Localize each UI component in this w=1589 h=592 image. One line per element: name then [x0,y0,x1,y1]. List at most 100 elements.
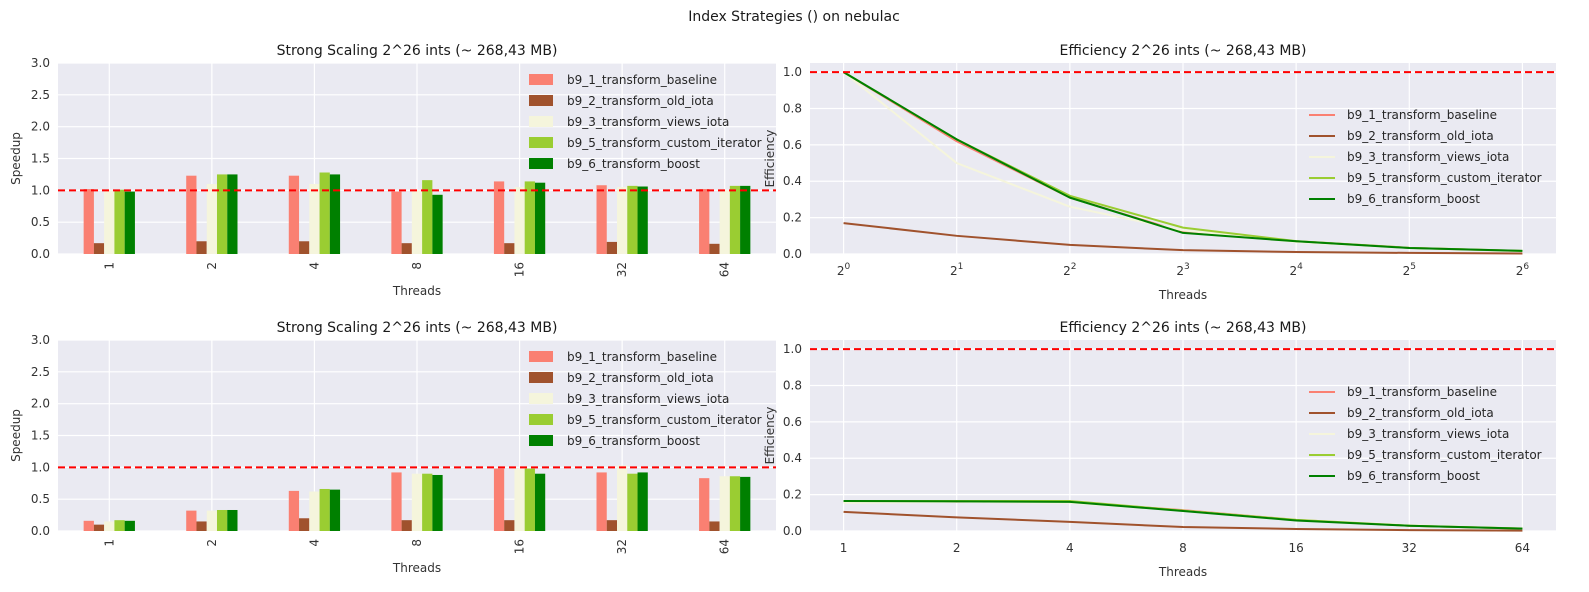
legend-label-b9_2_transform_old_iota: b9_2_transform_old_iota [567,94,714,108]
y-tick-label: 2.0 [31,120,50,134]
y-tick-label: 0.4 [783,451,802,465]
legend-swatch-b9_5_transform_custom_iterator [529,414,553,425]
legend-label-b9_2_transform_old_iota: b9_2_transform_old_iota [1347,406,1494,420]
legend-swatch-b9_2_transform_old_iota [529,95,553,106]
legend-swatch-b9_2_transform_old_iota [529,372,553,383]
y-axis-label: Efficiency [763,407,777,465]
bar-b9_1_transform_baseline-16 [493,468,505,531]
y-tick-label: 1.0 [783,342,802,356]
bar-b9_6_transform_boost-2 [227,509,238,531]
bar-b9_6_transform_boost-64 [740,185,751,254]
x-tick-label: 64 [718,262,732,277]
legend-label-b9_2_transform_old_iota: b9_2_transform_old_iota [1347,129,1494,143]
x-tick-label: 8 [410,262,424,270]
bar-b9_5_transform_custom_iterator-16 [524,468,535,531]
legend-label-b9_5_transform_custom_iterator: b9_5_transform_custom_iterator [1347,448,1542,462]
y-tick-label: 0.4 [783,174,802,188]
x-tick-label: 26 [1516,262,1530,278]
bar-b9_6_transform_boost-16 [534,182,546,254]
bar-b9_2_transform_old_iota-8 [401,243,412,254]
bar-b9_2_transform_old_iota-4 [299,241,310,254]
bar-b9_2_transform_old_iota-64 [709,521,720,531]
x-tick-label: 4 [1066,541,1074,555]
x-tick-label: 1 [840,541,848,555]
legend-label-b9_3_transform_views_iota: b9_3_transform_views_iota [567,392,729,406]
bar-b9_3_transform_views_iota-4 [309,491,320,531]
bar-b9_6_transform_boost-1 [124,520,135,531]
x-tick-label: 2 [953,541,961,555]
y-tick-label: 0.0 [783,524,802,538]
y-tick-label: 0.8 [783,101,802,115]
y-tick-label: 0.5 [31,215,50,229]
x-axis-label: Threads [1158,288,1207,302]
bar-b9_2_transform_old_iota-1 [93,243,105,254]
legend-label-b9_2_transform_old_iota: b9_2_transform_old_iota [567,371,714,385]
bar-b9_1_transform_baseline-8 [391,472,402,531]
bar-b9_3_transform_views_iota-4 [309,183,320,254]
bar-b9_5_transform_custom_iterator-4 [319,488,330,531]
legend-swatch-b9_3_transform_views_iota [529,393,553,404]
bar-b9_2_transform_old_iota-2 [196,521,207,531]
bar-b9_3_transform_views_iota-16 [514,468,525,531]
bar-b9_1_transform_baseline-2 [186,510,197,531]
legend: b9_1_transform_baseline b9_2_transform_ol… [1309,385,1542,483]
y-tick-label: 0.6 [783,138,802,152]
bar-b9_6_transform_boost-4 [329,489,341,531]
legend-label-b9_3_transform_views_iota: b9_3_transform_views_iota [1347,427,1509,441]
chart-panel-2: 0.0 0.2 0.4 0.6 0.8 1.0 20 21 22 23 24 25 26 Efficien… [763,43,1556,302]
bar-b9_2_transform_old_iota-32 [606,241,618,254]
y-tick-label: 1.5 [31,429,50,443]
bar-b9_1_transform_baseline-64 [699,189,710,254]
x-tick-label: 32 [1402,541,1417,555]
chart-panel-4: 0.0 0.2 0.4 0.6 0.8 1.0 1 2 4 8 16 32 64 Efficiency 2… [763,320,1556,579]
legend-label-b9_5_transform_custom_iterator: b9_5_transform_custom_iterator [567,413,762,427]
y-tick-label: 2.5 [31,88,50,102]
x-tick-label: 16 [513,262,527,277]
bar-b9_1_transform_baseline-4 [288,490,300,531]
x-axis-label: Threads [392,284,441,298]
legend-label-b9_3_transform_views_iota: b9_3_transform_views_iota [567,115,729,129]
line-b9_6_transform_boost [843,499,1523,530]
x-tick-label: 8 [1179,541,1187,555]
legend-swatch-b9_1_transform_baseline [529,74,553,85]
line-b9_6_transform_boost [843,71,1523,252]
bar-b9_1_transform_baseline-2 [186,175,197,254]
y-tick-label: 0.0 [783,247,802,261]
x-tick-label: 32 [615,539,629,554]
legend-swatch-b9_6_transform_boost [529,158,553,169]
bar-b9_3_transform_views_iota-8 [411,473,423,531]
bar-b9_2_transform_old_iota-16 [504,243,515,254]
y-tick-label: 1.0 [31,183,50,197]
bar-b9_5_transform_custom_iterator-8 [422,180,433,254]
bar-b9_5_transform_custom_iterator-4 [319,172,330,254]
bar-b9_1_transform_baseline-16 [493,181,505,254]
legend-swatch-b9_5_transform_custom_iterator [529,137,553,148]
bar-b9_3_transform_views_iota-64 [719,476,730,531]
bar-b9_5_transform_custom_iterator-8 [422,473,433,531]
chart-panel-3: 0.0 0.5 1.0 1.5 2.0 2.5 3.0 1 2 4 8 16 32 64 Strong Sc… [9,320,776,575]
bar-b9_2_transform_old_iota-32 [606,520,618,531]
y-tick-label: 0.0 [31,524,50,538]
bar-b9_1_transform_baseline-64 [699,478,710,531]
y-axis-label: Speedup [9,409,23,462]
bar-b9_1_transform_baseline-32 [596,185,607,254]
bar-b9_3_transform_views_iota-8 [411,190,423,254]
x-tick-label: 24 [1289,262,1303,278]
x-tick-label: 4 [307,539,321,547]
x-axis-label: Threads [392,561,441,575]
x-tick-label: 22 [1063,262,1076,278]
bar-b9_2_transform_old_iota-16 [504,520,515,531]
bar-b9_1_transform_baseline-4 [288,175,300,254]
y-tick-label: 2.5 [31,365,50,379]
y-tick-label: 2.0 [31,397,50,411]
legend-label-b9_5_transform_custom_iterator: b9_5_transform_custom_iterator [1347,171,1542,185]
y-tick-label: 3.0 [31,333,50,347]
x-tick-label: 64 [718,539,732,554]
legend-label-b9_6_transform_boost: b9_6_transform_boost [567,434,700,448]
legend-label-b9_1_transform_baseline: b9_1_transform_baseline [567,350,717,364]
bar-b9_5_transform_custom_iterator-2 [216,509,228,531]
y-tick-label: 0.6 [783,415,802,429]
y-tick-label: 1.5 [31,152,50,166]
bar-b9_6_transform_boost-8 [432,474,443,531]
